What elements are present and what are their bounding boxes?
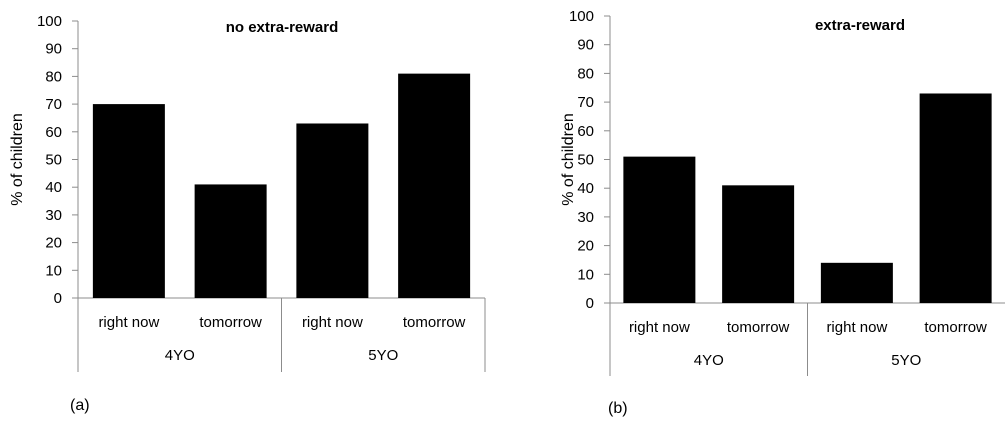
bar-a [296, 123, 369, 299]
y-tick-label-b: 50 [577, 152, 594, 169]
y-tick-label-a: 20 [45, 235, 62, 252]
bar-b [919, 93, 992, 304]
y-axis-label-b: % of children [560, 113, 577, 206]
chart-title-a: no extra-reward [226, 19, 339, 36]
y-tick-label-b: 20 [577, 238, 594, 255]
y-tick-label-a: 30 [45, 207, 62, 224]
y-tick-label-b: 80 [577, 65, 594, 82]
y-tick-label-b: 30 [577, 209, 594, 226]
y-tick-label-a: 0 [54, 290, 62, 307]
y-axis-label-a: % of children [9, 113, 26, 206]
chart-b: 0 10 20 30 40 50 60 70 80 90 100 % of children extra… [560, 8, 1005, 376]
x-category-label-a: right now [302, 314, 363, 331]
panel-label-a: (a) [70, 397, 90, 414]
y-tick-label-b: 90 [577, 37, 594, 54]
bar-a [194, 184, 267, 298]
bar-a [92, 104, 165, 298]
y-tick-label-a: 100 [37, 13, 62, 30]
x-category-label-b: tomorrow [924, 319, 987, 336]
bar-b [623, 156, 696, 303]
x-group-label-b: 4YO [694, 352, 724, 369]
y-tick-label-a: 50 [45, 152, 62, 169]
x-group-label-a: 4YO [165, 347, 195, 364]
x-category-label-b: right now [629, 319, 690, 336]
x-category-label-b: tomorrow [727, 319, 790, 336]
x-group-label-b: 5YO [891, 352, 921, 369]
bar-b [722, 185, 795, 303]
y-tick-label-b: 60 [577, 123, 594, 140]
y-tick-label-a: 60 [45, 124, 62, 141]
y-tick-label-a: 80 [45, 68, 62, 85]
y-tick-label-b: 0 [586, 295, 594, 312]
bar-b [820, 262, 893, 303]
panel-label-b: (b) [608, 400, 628, 417]
x-category-label-a: right now [98, 314, 159, 331]
bar-a [398, 73, 471, 298]
y-tick-label-b: 40 [577, 180, 594, 197]
y-tick-label-a: 40 [45, 179, 62, 196]
y-tick-label-b: 100 [569, 8, 594, 25]
x-group-label-a: 5YO [368, 347, 398, 364]
y-tick-label-b: 70 [577, 94, 594, 111]
x-category-label-b: right now [826, 319, 887, 336]
y-tick-label-a: 70 [45, 96, 62, 113]
y-tick-label-b: 10 [577, 266, 594, 283]
x-category-label-a: tomorrow [199, 314, 262, 331]
y-tick-label-a: 10 [45, 262, 62, 279]
y-tick-label-a: 90 [45, 41, 62, 58]
chart-a: 0 10 20 30 40 50 60 70 80 90 100 % of children no ex… [9, 13, 486, 372]
chart-title-b: extra-reward [815, 17, 905, 34]
x-category-label-a: tomorrow [403, 314, 466, 331]
